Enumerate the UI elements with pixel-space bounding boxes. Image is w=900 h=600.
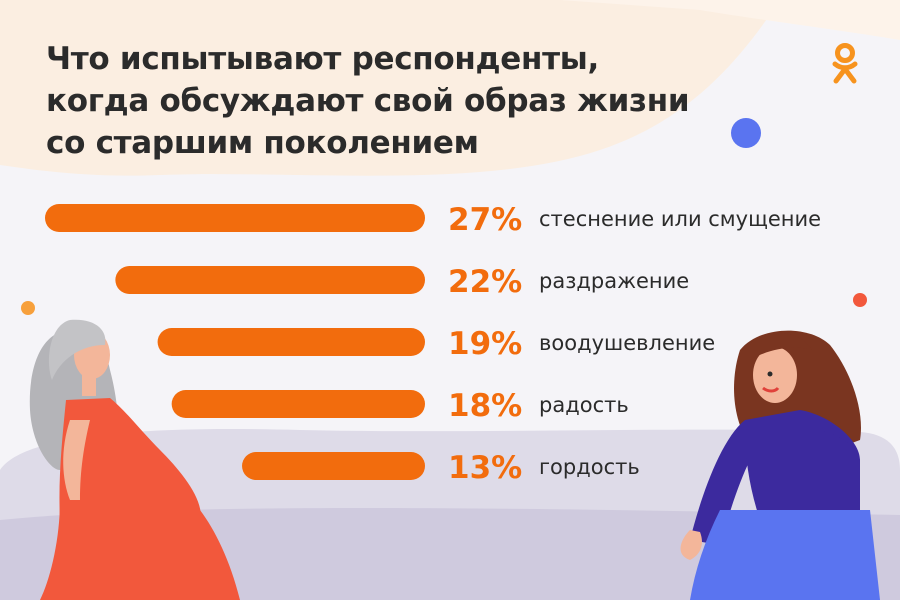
- category-label-1: стеснение или смущение: [539, 207, 821, 231]
- category-label-5: гордость: [539, 455, 640, 479]
- older-woman-illustration: [29, 319, 240, 600]
- value-label-4: 18%: [448, 388, 522, 424]
- bar-5: [242, 452, 425, 480]
- title-line-2: когда обсуждают свой образ жизни: [46, 83, 690, 119]
- bar-2: [115, 266, 426, 294]
- bar-3: [157, 328, 425, 356]
- bar-1: [45, 204, 425, 232]
- category-label-4: радость: [539, 393, 629, 417]
- category-label-3: воодушевление: [539, 331, 715, 355]
- red-dot: [853, 293, 867, 307]
- orange-dot: [21, 301, 35, 315]
- odnoklassniki-logo-icon: [832, 43, 858, 84]
- value-label-5: 13%: [448, 450, 522, 486]
- category-label-2: раздражение: [539, 269, 689, 293]
- title-line-1: Что испытывают респонденты,: [46, 41, 599, 77]
- value-label-3: 19%: [448, 326, 522, 362]
- title-line-3: со старшим поколением: [46, 125, 479, 161]
- young-woman-illustration: [680, 330, 880, 600]
- value-label-2: 22%: [448, 264, 522, 300]
- value-label-1: 27%: [448, 202, 522, 238]
- bar-4: [171, 390, 425, 418]
- page-title: Что испытывают респонденты, когда обсужд…: [46, 38, 690, 164]
- blue-dot: [731, 118, 761, 148]
